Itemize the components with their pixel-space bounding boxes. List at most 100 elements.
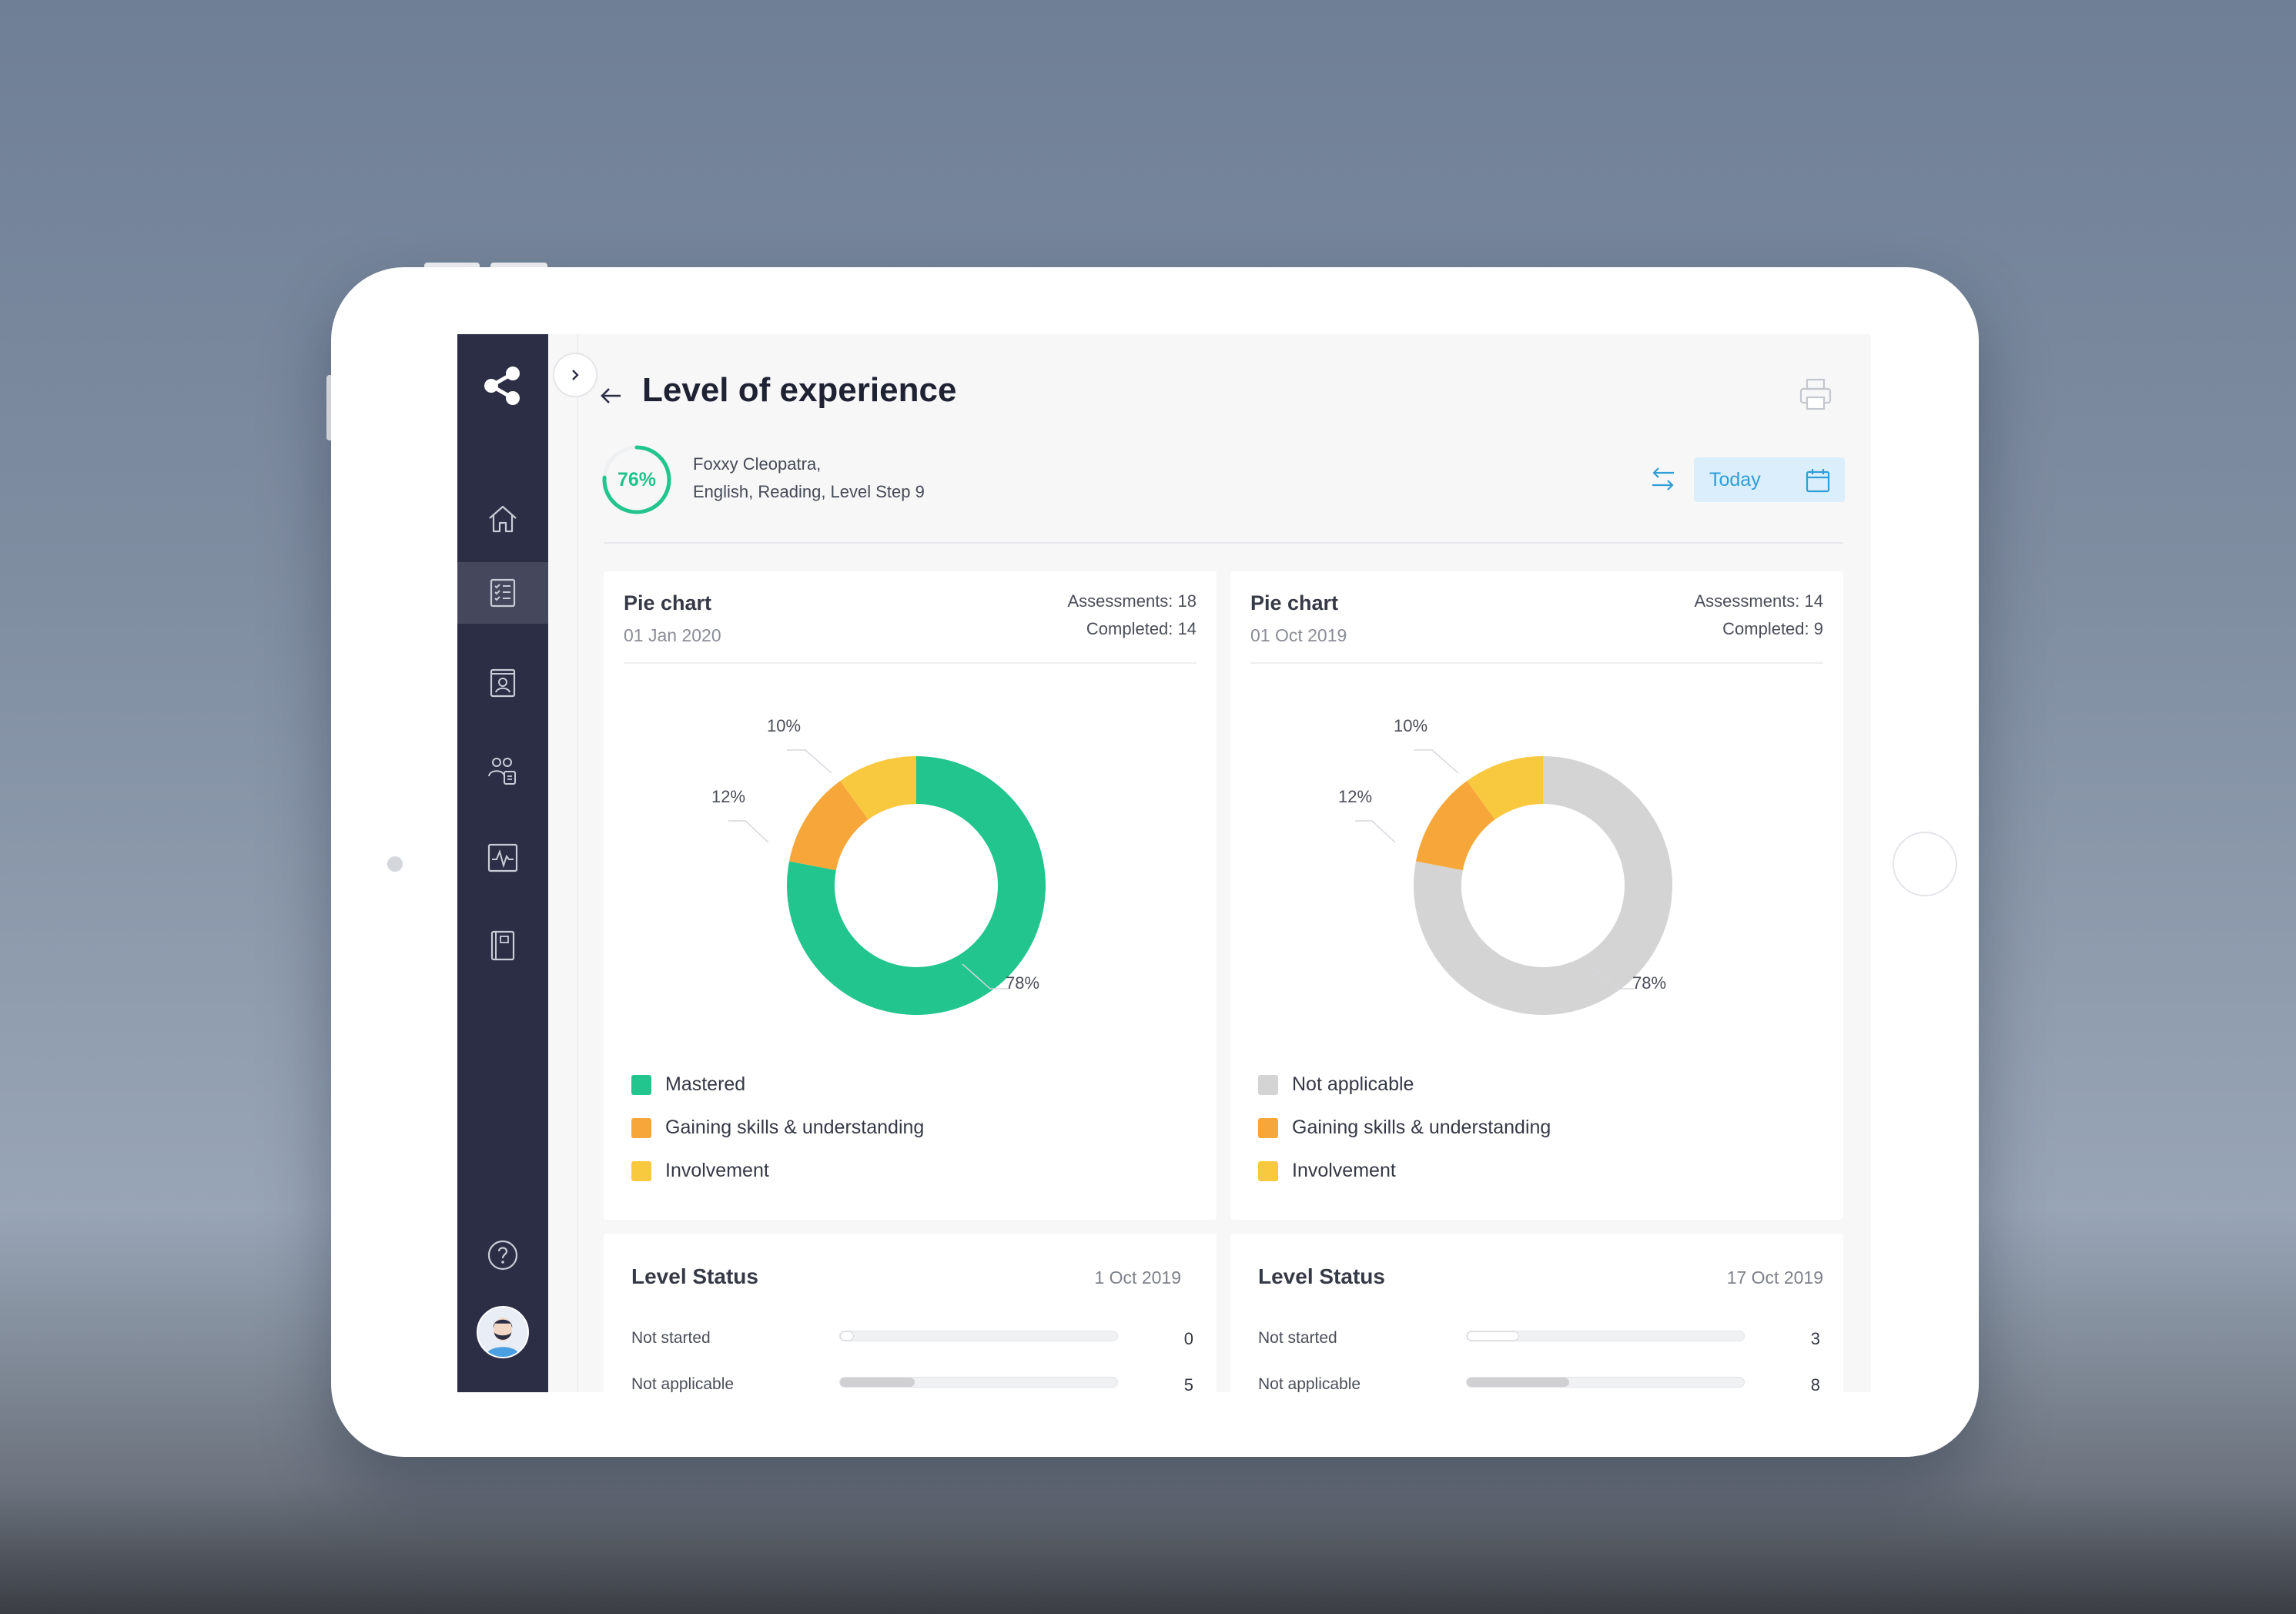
legend-label: Involvement: [665, 1160, 769, 1181]
sidebar-item-student-profile[interactable]: [457, 651, 548, 713]
groups-icon: [488, 758, 516, 785]
assessments-count: Assessments: 18: [1067, 591, 1197, 611]
donut-slice-mastered: [787, 756, 1046, 1015]
status-count-not-applicable: 5: [1183, 1375, 1193, 1392]
donut-slice-involvement: [840, 756, 916, 820]
user-avatar-icon: [478, 1308, 527, 1357]
share-logo-icon[interactable]: [480, 363, 525, 408]
completed-count: Completed: 9: [1722, 619, 1823, 638]
sidebar-item-groups[interactable]: [457, 739, 548, 801]
legend-item-mastered: Mastered: [631, 1073, 745, 1096]
progress-percent: 76%: [617, 468, 657, 491]
status-label-not-applicable: Not applicable: [631, 1375, 735, 1392]
app-screen: Level of experience 76% Foxxy Cleopatra,…: [457, 334, 1871, 1392]
legend-item-involvement: Involvement: [1258, 1160, 1396, 1182]
tablet-camera: [387, 856, 403, 872]
status-track-not-started: [1466, 1331, 1745, 1341]
level-status-date: 17 Oct 2019: [1726, 1267, 1823, 1288]
donut-chart-1: [787, 756, 1046, 1015]
user-avatar[interactable]: [477, 1306, 529, 1358]
status-label-not-started: Not started: [1258, 1329, 1337, 1347]
assessment-list-icon: [490, 578, 516, 608]
pie-label-leaders-2: [1355, 749, 1635, 989]
pie-label-involvement: 10%: [1394, 716, 1428, 735]
content-divider: [577, 334, 578, 1392]
date-filter-button[interactable]: Today: [1694, 457, 1845, 502]
sidebar-item-book[interactable]: [457, 915, 548, 976]
progress-ring: [602, 445, 671, 514]
legend-item-gaining: Gaining skills & understanding: [1258, 1117, 1551, 1139]
sidebar: [457, 334, 548, 1392]
legend-label: Not applicable: [1292, 1073, 1414, 1095]
date-filter-label: Today: [1709, 468, 1761, 491]
sidebar-item-home[interactable]: [457, 488, 548, 550]
activity-icon: [487, 843, 518, 872]
card-title: Pie chart: [624, 591, 712, 614]
level-status-title: Level Status: [1258, 1264, 1385, 1288]
donut-slice-involvement: [1467, 756, 1543, 820]
home-icon: [489, 505, 517, 533]
student-profile-icon: [490, 668, 516, 698]
level-status-card-1: Level Status 1 Oct 2019 Not started 0 No…: [604, 1234, 1217, 1392]
chevron-right-icon: [572, 370, 579, 380]
legend-label: Gaining skills & understanding: [665, 1117, 925, 1138]
card-date: 01 Oct 2019: [1250, 625, 1347, 645]
card-title: Pie chart: [1250, 591, 1339, 614]
sidebar-item-assessments[interactable]: [457, 562, 548, 624]
donut-slice-not-applicable: [1414, 756, 1672, 1015]
pie-label-leaders-1: [728, 749, 1009, 989]
legend-swatch: [631, 1160, 651, 1181]
donut-slice-gaining-skills-understanding: [788, 781, 869, 871]
level-status-title: Level Status: [631, 1264, 758, 1288]
tablet-home-button: [1893, 832, 1957, 896]
status-fill-not-applicable: [840, 1378, 915, 1387]
legend-label: Involvement: [1292, 1160, 1396, 1181]
legend-label: Gaining skills & understanding: [1292, 1117, 1551, 1138]
card-date: 01 Jan 2020: [624, 625, 721, 645]
status-track-not-applicable: [839, 1377, 1118, 1388]
completed-count: Completed: 14: [1086, 619, 1197, 638]
status-count-not-applicable: 8: [1810, 1375, 1820, 1392]
legend-swatch: [1258, 1160, 1278, 1181]
legend-swatch: [1258, 1074, 1278, 1095]
page-title: Level of experience: [642, 371, 957, 409]
sidebar-item-activity[interactable]: [457, 827, 548, 889]
status-label-not-started: Not started: [631, 1329, 711, 1347]
pie-chart-card-1: Pie chart 01 Jan 2020 Assessments: 18 Co…: [604, 571, 1217, 1220]
help-icon: [487, 1240, 518, 1271]
pie-label-gaining: 12%: [711, 787, 746, 806]
donut-slice-gaining-skills-understanding: [1415, 781, 1495, 871]
sidebar-expand-button[interactable]: [553, 353, 597, 397]
status-count-not-started: 0: [1183, 1329, 1193, 1348]
student-name: Foxxy Cleopatra,: [693, 454, 822, 474]
status-track-not-applicable: [1466, 1377, 1745, 1388]
status-count-not-started: 3: [1810, 1329, 1820, 1348]
donut-chart-2: [1414, 756, 1672, 1015]
student-details: English, Reading, Level Step 9: [693, 482, 925, 501]
legend-swatch: [1258, 1117, 1278, 1138]
legend-item-not-applicable: Not applicable: [1258, 1073, 1414, 1096]
card-divider: [1250, 662, 1823, 664]
status-label-not-applicable: Not applicable: [1258, 1375, 1361, 1392]
pie-label-not-applicable: 78%: [1632, 973, 1667, 993]
level-status-date: 1 Oct 2019: [1094, 1267, 1181, 1288]
level-status-card-2: Level Status 17 Oct 2019 Not started 3 N…: [1230, 1234, 1843, 1392]
header-divider: [604, 542, 1843, 544]
pie-label-mastered: 78%: [1006, 973, 1040, 993]
pie-label-involvement: 10%: [767, 716, 802, 735]
book-icon: [490, 930, 515, 961]
print-icon[interactable]: [1797, 376, 1834, 413]
legend-swatch: [631, 1074, 651, 1095]
legend-swatch: [631, 1117, 651, 1138]
status-fill-not-applicable: [1467, 1378, 1570, 1387]
sidebar-item-help[interactable]: [457, 1224, 548, 1286]
calendar-icon: [1806, 469, 1830, 493]
assessments-count: Assessments: 14: [1694, 591, 1823, 611]
swap-arrows-icon[interactable]: [1648, 464, 1678, 494]
legend-item-involvement: Involvement: [631, 1160, 769, 1182]
back-arrow-icon[interactable]: [596, 380, 627, 411]
legend-item-gaining: Gaining skills & understanding: [631, 1117, 924, 1139]
status-fill-not-started: [1467, 1331, 1520, 1341]
pie-chart-card-2: Pie chart 01 Oct 2019 Assessments: 14 Co…: [1230, 571, 1843, 1220]
legend-label: Mastered: [665, 1073, 746, 1095]
